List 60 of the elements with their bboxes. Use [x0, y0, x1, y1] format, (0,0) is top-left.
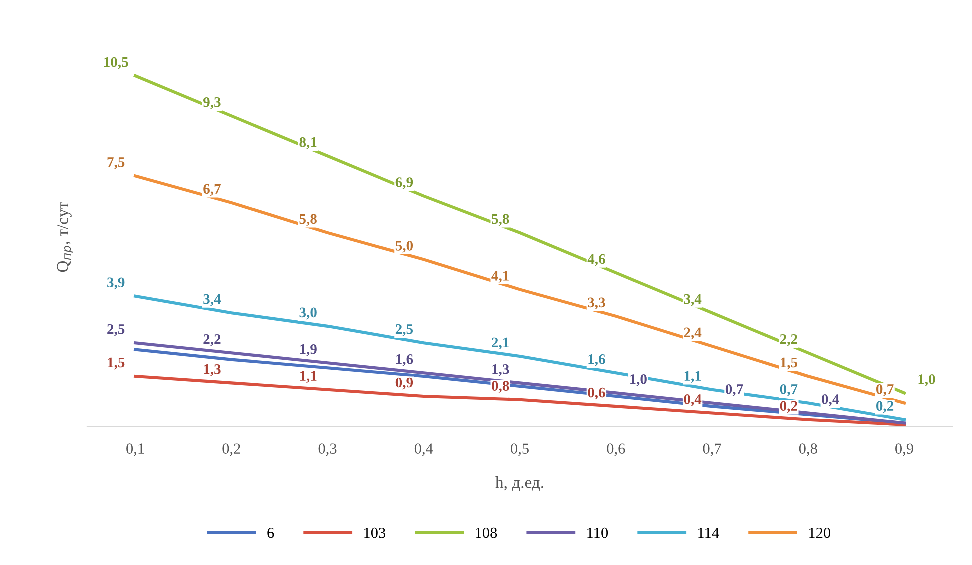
x-tick-label: 0,8: [799, 444, 818, 456]
data-label: 1,6: [588, 354, 606, 366]
data-label: 0,4: [822, 394, 840, 406]
data-label: 2,2: [204, 334, 221, 346]
data-label: 0,8: [492, 381, 510, 394]
data-label: 1,5: [780, 358, 798, 370]
legend-label: 108: [476, 528, 498, 538]
data-label: 1,3: [204, 364, 221, 376]
legend-label: 114: [698, 528, 720, 538]
x-tick-label: 0,2: [222, 444, 240, 456]
x-axis-title: h, д.ед.: [496, 476, 544, 492]
data-label: 1,1: [300, 371, 317, 384]
data-label: 3,4: [204, 294, 222, 306]
data-label: 2,1: [492, 338, 509, 350]
data-label: 7,5: [108, 158, 125, 170]
data-label: 0,2: [780, 401, 798, 414]
data-label: 0,4: [684, 394, 702, 406]
data-label: 2,2: [780, 334, 798, 346]
x-tick-label: 0,4: [414, 444, 434, 456]
data-label: 1,6: [396, 354, 414, 366]
data-label: 1,5: [108, 358, 125, 370]
data-label: 1,1: [684, 371, 702, 384]
legend-label: 103: [364, 528, 386, 538]
x-tick-label: 0,9: [896, 444, 914, 456]
data-label: 9,3: [204, 97, 221, 110]
x-tick-label: 0,5: [511, 444, 529, 456]
data-label: 3,9: [108, 278, 125, 290]
data-label: 1,9: [300, 344, 317, 356]
x-tick-label: 0,7: [703, 444, 722, 456]
data-label: 5,8: [492, 214, 510, 226]
x-tick-label: 0,1: [126, 444, 144, 456]
data-label: 5,8: [300, 214, 317, 226]
data-label: 5,0: [396, 240, 414, 253]
data-label: 6,7: [204, 184, 221, 196]
x-tick-label: 0,6: [607, 444, 626, 456]
data-label: 10,5: [104, 57, 128, 70]
data-label: 0,7: [780, 384, 798, 396]
data-label: 3,4: [684, 294, 702, 306]
data-label: 3,3: [588, 298, 606, 310]
data-label: 1,0: [630, 374, 647, 386]
data-label: 8,1: [300, 137, 317, 150]
legend-label: 120: [810, 528, 831, 538]
data-label: 4,6: [588, 254, 606, 266]
legend-label: 6: [268, 528, 274, 538]
data-label: 0,9: [396, 378, 414, 390]
data-label: 0,2: [876, 401, 894, 414]
data-label: 4,1: [492, 271, 509, 283]
legend-label: 110: [588, 528, 608, 538]
y-axis-title: Q$_{пр}$, т/сут: [57, 202, 74, 272]
data-label: 2,5: [108, 324, 125, 336]
data-label: 3,0: [300, 308, 317, 320]
data-label: 0,7: [726, 384, 744, 396]
data-label: 6,9: [396, 178, 414, 190]
data-label: 1,0: [918, 374, 936, 386]
data-label: 2,5: [396, 324, 414, 336]
x-tick-label: 0,3: [318, 444, 337, 456]
data-label: 0,6: [588, 388, 606, 400]
data-label: 2,4: [684, 328, 702, 340]
data-label: 0,7: [876, 384, 894, 396]
data-label: 1,3: [492, 364, 510, 376]
